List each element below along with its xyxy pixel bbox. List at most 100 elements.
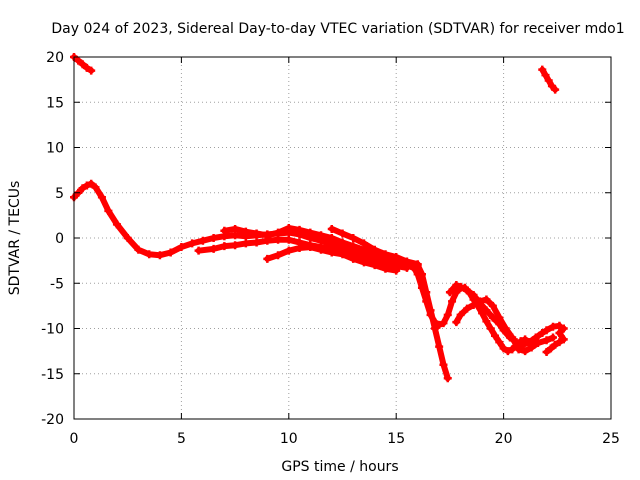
data-point	[274, 235, 283, 244]
data-point	[402, 257, 411, 266]
data-point	[448, 297, 457, 306]
data-point	[274, 228, 283, 237]
x-tick-label: 20	[495, 431, 513, 447]
data-point	[555, 338, 564, 347]
data-point	[295, 243, 304, 252]
data-point	[491, 331, 500, 340]
data-point	[469, 300, 478, 309]
data-point	[241, 239, 250, 248]
data-point	[439, 360, 448, 369]
data-point	[349, 242, 358, 251]
data-point	[413, 270, 422, 279]
data-point	[381, 250, 390, 259]
data-point	[274, 251, 283, 260]
data-point	[349, 234, 358, 242]
data-point	[284, 235, 293, 244]
data-point	[469, 291, 478, 300]
series-trace-top-right	[538, 65, 560, 94]
data-point	[546, 344, 555, 353]
data-point	[252, 238, 261, 247]
data-point	[456, 282, 465, 291]
data-point	[123, 234, 132, 242]
x-tick-label: 15	[387, 431, 405, 447]
data-point	[231, 224, 240, 233]
data-point	[74, 56, 83, 65]
data-point	[338, 238, 347, 247]
data-point	[91, 183, 100, 192]
data-point	[426, 310, 435, 319]
data-point	[359, 258, 368, 267]
data-point	[463, 286, 472, 295]
data-point	[488, 301, 497, 310]
data-point	[495, 338, 504, 347]
data-point	[327, 234, 336, 242]
data-point	[430, 318, 439, 327]
data-point	[533, 338, 542, 347]
data-point	[82, 181, 91, 190]
data-point	[284, 224, 293, 233]
y-tick-label: 20	[46, 50, 64, 66]
data-point	[538, 65, 547, 74]
data-point	[97, 193, 106, 202]
data-point	[338, 229, 347, 238]
data-point	[555, 329, 564, 338]
data-point	[327, 248, 336, 257]
data-point	[435, 320, 444, 329]
x-axis-label: GPS time / hours	[281, 459, 398, 475]
data-point	[417, 283, 426, 292]
data-point	[78, 184, 87, 193]
grid-lines	[74, 57, 611, 419]
data-point	[525, 338, 534, 347]
data-point	[508, 333, 517, 342]
data-point	[145, 250, 154, 259]
data-point	[392, 266, 401, 275]
data-point	[551, 340, 560, 349]
data-point	[452, 281, 461, 290]
y-tick-label: 0	[55, 231, 64, 247]
data-point	[359, 239, 368, 248]
data-point	[198, 236, 207, 245]
data-point	[284, 246, 293, 255]
y-tick-label: 5	[55, 186, 64, 202]
data-point	[538, 329, 547, 338]
data-point	[295, 225, 304, 234]
series-trace-dip-short	[263, 243, 401, 275]
data-series	[70, 53, 568, 383]
data-point	[209, 234, 218, 242]
data-point	[209, 244, 218, 253]
data-point	[327, 224, 336, 233]
data-point	[559, 335, 568, 344]
axis-ticks: 0 5 10 15 20 25 -20 -15 -10 -5 0 5 10 15 20	[41, 50, 620, 447]
series-trace-recover-c	[452, 295, 558, 356]
data-point	[263, 231, 272, 240]
data-point	[555, 321, 564, 330]
data-point	[317, 231, 326, 240]
data-point	[82, 63, 91, 72]
data-point	[241, 227, 250, 236]
data-point	[452, 318, 461, 327]
data-point	[87, 179, 96, 188]
data-point	[521, 347, 530, 356]
data-point	[349, 254, 358, 263]
x-tick-label: 25	[602, 431, 620, 447]
data-point	[134, 245, 143, 254]
series-trace-tail	[542, 324, 568, 357]
data-point	[551, 85, 560, 94]
series-trace-upper-right	[327, 224, 422, 269]
series-line	[453, 296, 556, 355]
y-tick-label: 15	[46, 95, 64, 111]
data-point	[435, 342, 444, 351]
data-point	[155, 251, 164, 260]
data-point	[527, 343, 536, 352]
data-point	[370, 261, 379, 270]
data-point	[549, 333, 558, 342]
data-point	[422, 297, 431, 306]
data-point	[542, 336, 551, 345]
data-point	[443, 310, 452, 319]
data-point	[409, 262, 418, 271]
data-point	[306, 228, 315, 237]
data-point	[544, 76, 553, 85]
data-point	[501, 324, 510, 333]
